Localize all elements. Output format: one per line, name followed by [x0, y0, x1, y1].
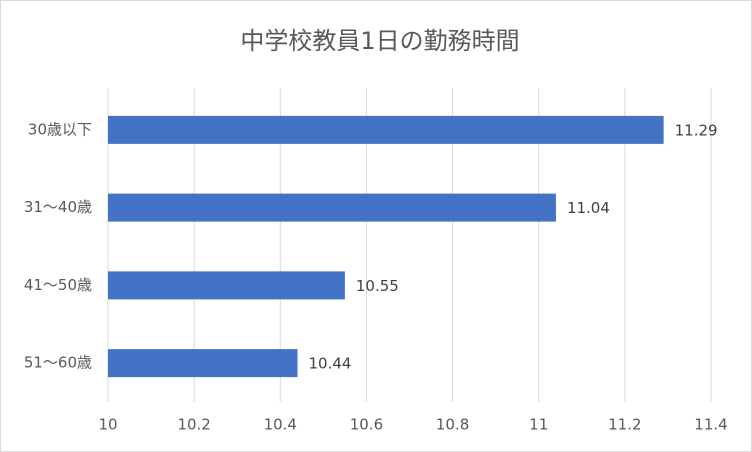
y-tick-label: 41～50歳: [24, 276, 92, 294]
bar: [108, 271, 345, 300]
x-tick-label: 11: [529, 416, 548, 434]
data-label: 10.44: [309, 355, 352, 373]
x-tick-label: 11.2: [608, 416, 641, 434]
bar: [108, 115, 664, 144]
y-tick-label: 31～40歳: [24, 198, 92, 216]
bar: [108, 349, 298, 378]
x-tick-label: 11.4: [694, 416, 727, 434]
x-tick-label: 10: [98, 416, 117, 434]
bar: [108, 193, 556, 222]
x-tick-label: 10.8: [436, 416, 469, 434]
data-label: 11.04: [567, 199, 610, 217]
chart-title: 中学校教員1日の勤務時間: [240, 27, 519, 55]
x-tick-label: 10.2: [177, 416, 210, 434]
y-tick-label: 51～60歳: [24, 354, 92, 372]
data-label: 11.29: [675, 121, 718, 139]
x-tick-label: 10.6: [350, 416, 383, 434]
y-tick-label: 30歳以下: [28, 120, 92, 138]
x-tick-label: 10.4: [264, 416, 297, 434]
data-label: 10.55: [356, 277, 399, 295]
